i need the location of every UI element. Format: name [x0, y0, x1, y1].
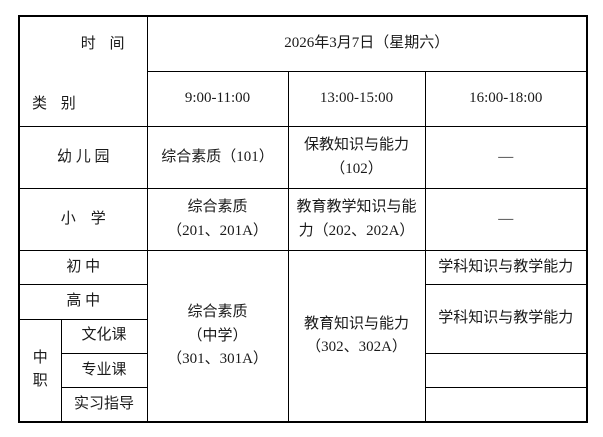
category-senior-high: 高 中: [18, 284, 148, 320]
primary-slot-2: 教育教学知识与能力（202、202A）: [287, 188, 426, 252]
primary-slot-3: —: [424, 188, 588, 252]
primary-slot-1-line-2: （201、201A）: [167, 222, 268, 239]
exam-date-header: 2026年3月7日（星期六）: [146, 15, 588, 73]
vocational-label-char-1: 中: [32, 350, 48, 367]
category-primary: 小 学: [18, 188, 148, 252]
table-row-senior-high: 高 中 学科知识与教学能力: [18, 284, 588, 354]
category-vocational: 中 职: [18, 318, 62, 423]
vocational-sub-practice: 实习指导: [60, 386, 148, 423]
junior-high-slot-3: 学科知识与教学能力: [424, 250, 588, 286]
senior-high-slot-3: 学科知识与教学能力: [424, 284, 588, 354]
kindergarten-slot-3: —: [424, 125, 588, 190]
exam-schedule-table: 时 间 类 别 2026年3月7日（星期六） 9:00-11:00 13:00-…: [18, 15, 588, 423]
table-row-primary: 小 学 综合素质 （201、201A） 教育教学知识与能力（202、202A） …: [18, 188, 588, 252]
secondary-slot-2-line-2: （302、302A）: [306, 339, 407, 356]
table-row-header-date: 时 间 类 别 2026年3月7日（星期六）: [18, 15, 588, 127]
category-kindergarten: 幼 儿 园: [18, 125, 148, 190]
time-slot-header-1: 9:00-11:00: [146, 71, 289, 127]
vocational-sub-major: 专业课: [60, 352, 148, 388]
secondary-slot-2: 教育知识与能力 （302、302A）: [287, 250, 426, 423]
vocational-label-char-2: 职: [32, 373, 48, 390]
time-axis-label: 时 间: [80, 36, 130, 52]
table-row-vocational-practice: 实习指导: [19, 386, 588, 423]
secondary-slot-1: 综合素质 （中学） （301、301A）: [146, 250, 289, 423]
vocational-major-slot-3: [424, 352, 588, 388]
time-slot-header-2: 13:00-15:00: [287, 71, 426, 127]
table-row-vocational-major: 专业课: [19, 352, 588, 388]
vocational-practice-slot-3: [424, 386, 588, 423]
vocational-sub-culture: 文化课: [60, 318, 148, 354]
secondary-slot-1-line-2: （中学）: [187, 327, 248, 344]
exam-schedule-container: 时 间 类 别 2026年3月7日（星期六） 9:00-11:00 13:00-…: [18, 15, 588, 423]
secondary-slot-1-line-3: （301、301A）: [167, 350, 268, 367]
vocational-label-stack: 中 职: [24, 347, 57, 394]
primary-slot-1: 综合素质 （201、201A）: [146, 188, 289, 252]
corner-header-cell: 时 间 类 别: [18, 15, 148, 127]
secondary-slot-2-line-1: 教育知识与能力: [303, 315, 409, 332]
primary-slot-1-line-1: 综合素质: [187, 199, 248, 216]
table-row-header-slots: 9:00-11:00 13:00-15:00 16:00-18:00: [19, 71, 588, 127]
table-row-kindergarten: 幼 儿 园 综合素质（101） 保教知识与能力（102） —: [18, 125, 588, 190]
secondary-slot-1-line-1: 综合素质: [187, 304, 248, 321]
category-junior-high: 初 中: [18, 250, 148, 286]
kindergarten-slot-1: 综合素质（101）: [146, 125, 289, 190]
time-slot-header-3: 16:00-18:00: [424, 71, 588, 127]
category-axis-label: 类 别: [32, 95, 81, 112]
table-row-junior-high: 初 中 综合素质 （中学） （301、301A） 教育知识与能力 （302、30…: [18, 250, 588, 423]
kindergarten-slot-2: 保教知识与能力（102）: [287, 125, 426, 190]
